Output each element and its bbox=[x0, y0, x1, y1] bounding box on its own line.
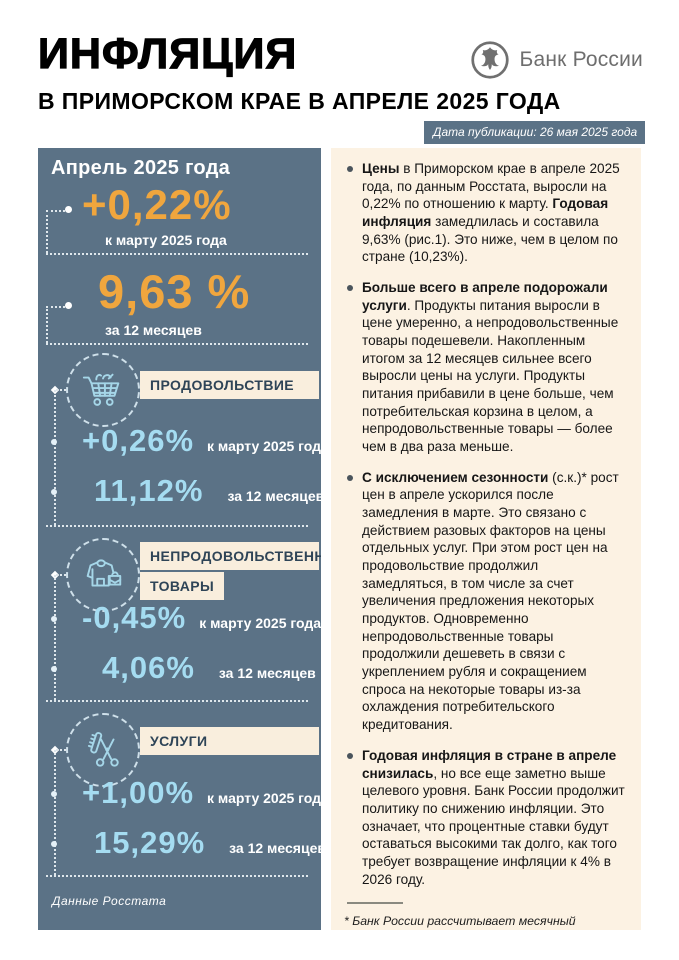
dotted-connector bbox=[46, 306, 48, 343]
nonfood-annual-label: за 12 месяцев bbox=[218, 665, 316, 681]
connector-dot bbox=[65, 206, 72, 213]
commentary-panel: Цены в Приморском крае в апреле 2025 год… bbox=[331, 148, 641, 930]
value-dot bbox=[51, 791, 57, 797]
food-monthly-label: к марту 2025 года bbox=[207, 438, 321, 454]
bank-name-label: Банк России bbox=[519, 48, 643, 71]
food-annual-value: 11,12% bbox=[94, 473, 204, 508]
food-annual-label: за 12 месяцев bbox=[227, 488, 321, 504]
dotted-connector bbox=[46, 306, 65, 308]
dotted-connector bbox=[56, 749, 66, 751]
bullet-annual-inflation: Годовая инфляция в стране в апреле снизи… bbox=[344, 747, 625, 888]
headline-annual-label: за 12 месяцев bbox=[105, 322, 202, 338]
page-title: ИНФЛЯЦИЯ bbox=[37, 29, 298, 78]
services-icon-circle bbox=[66, 713, 140, 787]
services-monthly-value: +1,00% bbox=[82, 775, 195, 810]
dotted-connector bbox=[54, 575, 56, 700]
comb-and-scissors-icon bbox=[80, 727, 126, 773]
summary-sidebar: Апрель 2025 года +0,22% к марту 2025 год… bbox=[38, 148, 321, 930]
clothing-and-bag-icon bbox=[80, 552, 126, 598]
nonfood-monthly-label: к марту 2025 года bbox=[199, 615, 321, 631]
category-nonfood: НЕПРОДОВОЛЬСТВЕННЫЕ ТОВАРЫ -0,45% к март… bbox=[38, 528, 321, 703]
bank-of-russia-logo: Банк России bbox=[470, 40, 643, 80]
page-subtitle: В ПРИМОРСКОМ КРАЕ В АПРЕЛЕ 2025 ГОДА bbox=[38, 88, 561, 114]
nonfood-icon-circle bbox=[66, 538, 140, 612]
bullet-text: Годовая инфляция в стране в апреле снизи… bbox=[362, 747, 625, 887]
dotted-connector bbox=[56, 389, 66, 391]
bullet-text: Цены в Приморском крае в апреле 2025 год… bbox=[362, 161, 620, 265]
value-dot bbox=[51, 666, 57, 672]
dotted-divider bbox=[46, 700, 308, 702]
bullet-marker bbox=[347, 285, 353, 292]
bullet-text: Больше всего в апреле подорожали услуги.… bbox=[362, 280, 619, 455]
bank-emblem-icon bbox=[470, 40, 510, 80]
value-dot bbox=[51, 489, 57, 495]
value-dot bbox=[51, 616, 57, 622]
bullet-services-rise: Больше всего в апреле подорожали услуги.… bbox=[344, 279, 625, 456]
services-annual-value: 15,29% bbox=[94, 825, 206, 860]
bullet-text: С исключением сезонности (с.к.)* рост це… bbox=[362, 469, 619, 733]
food-icon-circle bbox=[66, 353, 140, 427]
publication-date-badge: Дата публикации: 26 мая 2025 года bbox=[424, 121, 645, 144]
food-monthly-value: +0,26% bbox=[82, 423, 195, 458]
food-annual-row: 11,12% за 12 месяцев bbox=[94, 475, 321, 506]
bullet-marker bbox=[347, 752, 353, 759]
bullet-seasonally-adjusted: С исключением сезонности (с.к.)* рост це… bbox=[344, 469, 625, 734]
footnote-divider bbox=[347, 902, 403, 905]
shopping-cart-icon bbox=[80, 367, 126, 413]
category-services: УСЛУГИ +1,00% к марту 2025 года 15,29% з… bbox=[38, 703, 321, 878]
headline-monthly-value: +0,22% bbox=[82, 181, 232, 228]
dotted-divider bbox=[46, 525, 308, 527]
category-food-label: ПРОДОВОЛЬСТВИЕ bbox=[140, 371, 319, 399]
nonfood-annual-row: 4,06% за 12 месяцев bbox=[102, 652, 316, 683]
value-dot bbox=[51, 439, 57, 445]
value-dot bbox=[51, 841, 57, 847]
services-monthly-row: +1,00% к марту 2025 года bbox=[82, 777, 321, 808]
connector-dot bbox=[65, 302, 72, 309]
bullet-marker bbox=[347, 474, 353, 481]
headline-monthly-label: к марту 2025 года bbox=[105, 232, 227, 248]
dotted-divider bbox=[46, 343, 308, 345]
dotted-connector bbox=[46, 210, 48, 253]
nonfood-monthly-row: -0,45% к марту 2025 года bbox=[82, 602, 321, 633]
dotted-connector bbox=[56, 574, 66, 576]
dotted-divider bbox=[46, 875, 308, 877]
category-services-label: УСЛУГИ bbox=[140, 727, 319, 755]
dotted-connector bbox=[54, 750, 56, 875]
bullet-prices: Цены в Приморском крае в апреле 2025 год… bbox=[344, 160, 625, 266]
dotted-divider bbox=[46, 253, 308, 255]
services-monthly-label: к марту 2025 года bbox=[207, 790, 321, 806]
bullet-marker bbox=[347, 166, 353, 172]
category-nonfood-label-line1: НЕПРОДОВОЛЬСТВЕННЫЕ bbox=[140, 542, 321, 570]
services-annual-row: 15,29% за 12 месяцев bbox=[94, 827, 321, 858]
category-food: ПРОДОВОЛЬСТВИЕ +0,26% к марту 2025 года … bbox=[38, 353, 321, 528]
headline-annual-value: 9,63 % bbox=[98, 265, 251, 318]
services-annual-label: за 12 месяцев bbox=[229, 840, 321, 856]
nonfood-monthly-value: -0,45% bbox=[82, 600, 187, 635]
footnote-text: * Банк России рассчитывает месячный прир… bbox=[344, 914, 576, 929]
nonfood-annual-value: 4,06% bbox=[102, 650, 195, 685]
category-nonfood-label-line2: ТОВАРЫ bbox=[140, 572, 225, 600]
food-monthly-row: +0,26% к марту 2025 года bbox=[82, 425, 321, 456]
dotted-connector bbox=[46, 210, 65, 212]
data-source-label: Данные Росстата bbox=[52, 894, 167, 908]
dotted-connector bbox=[54, 390, 56, 525]
period-label: Апрель 2025 года bbox=[51, 157, 231, 179]
